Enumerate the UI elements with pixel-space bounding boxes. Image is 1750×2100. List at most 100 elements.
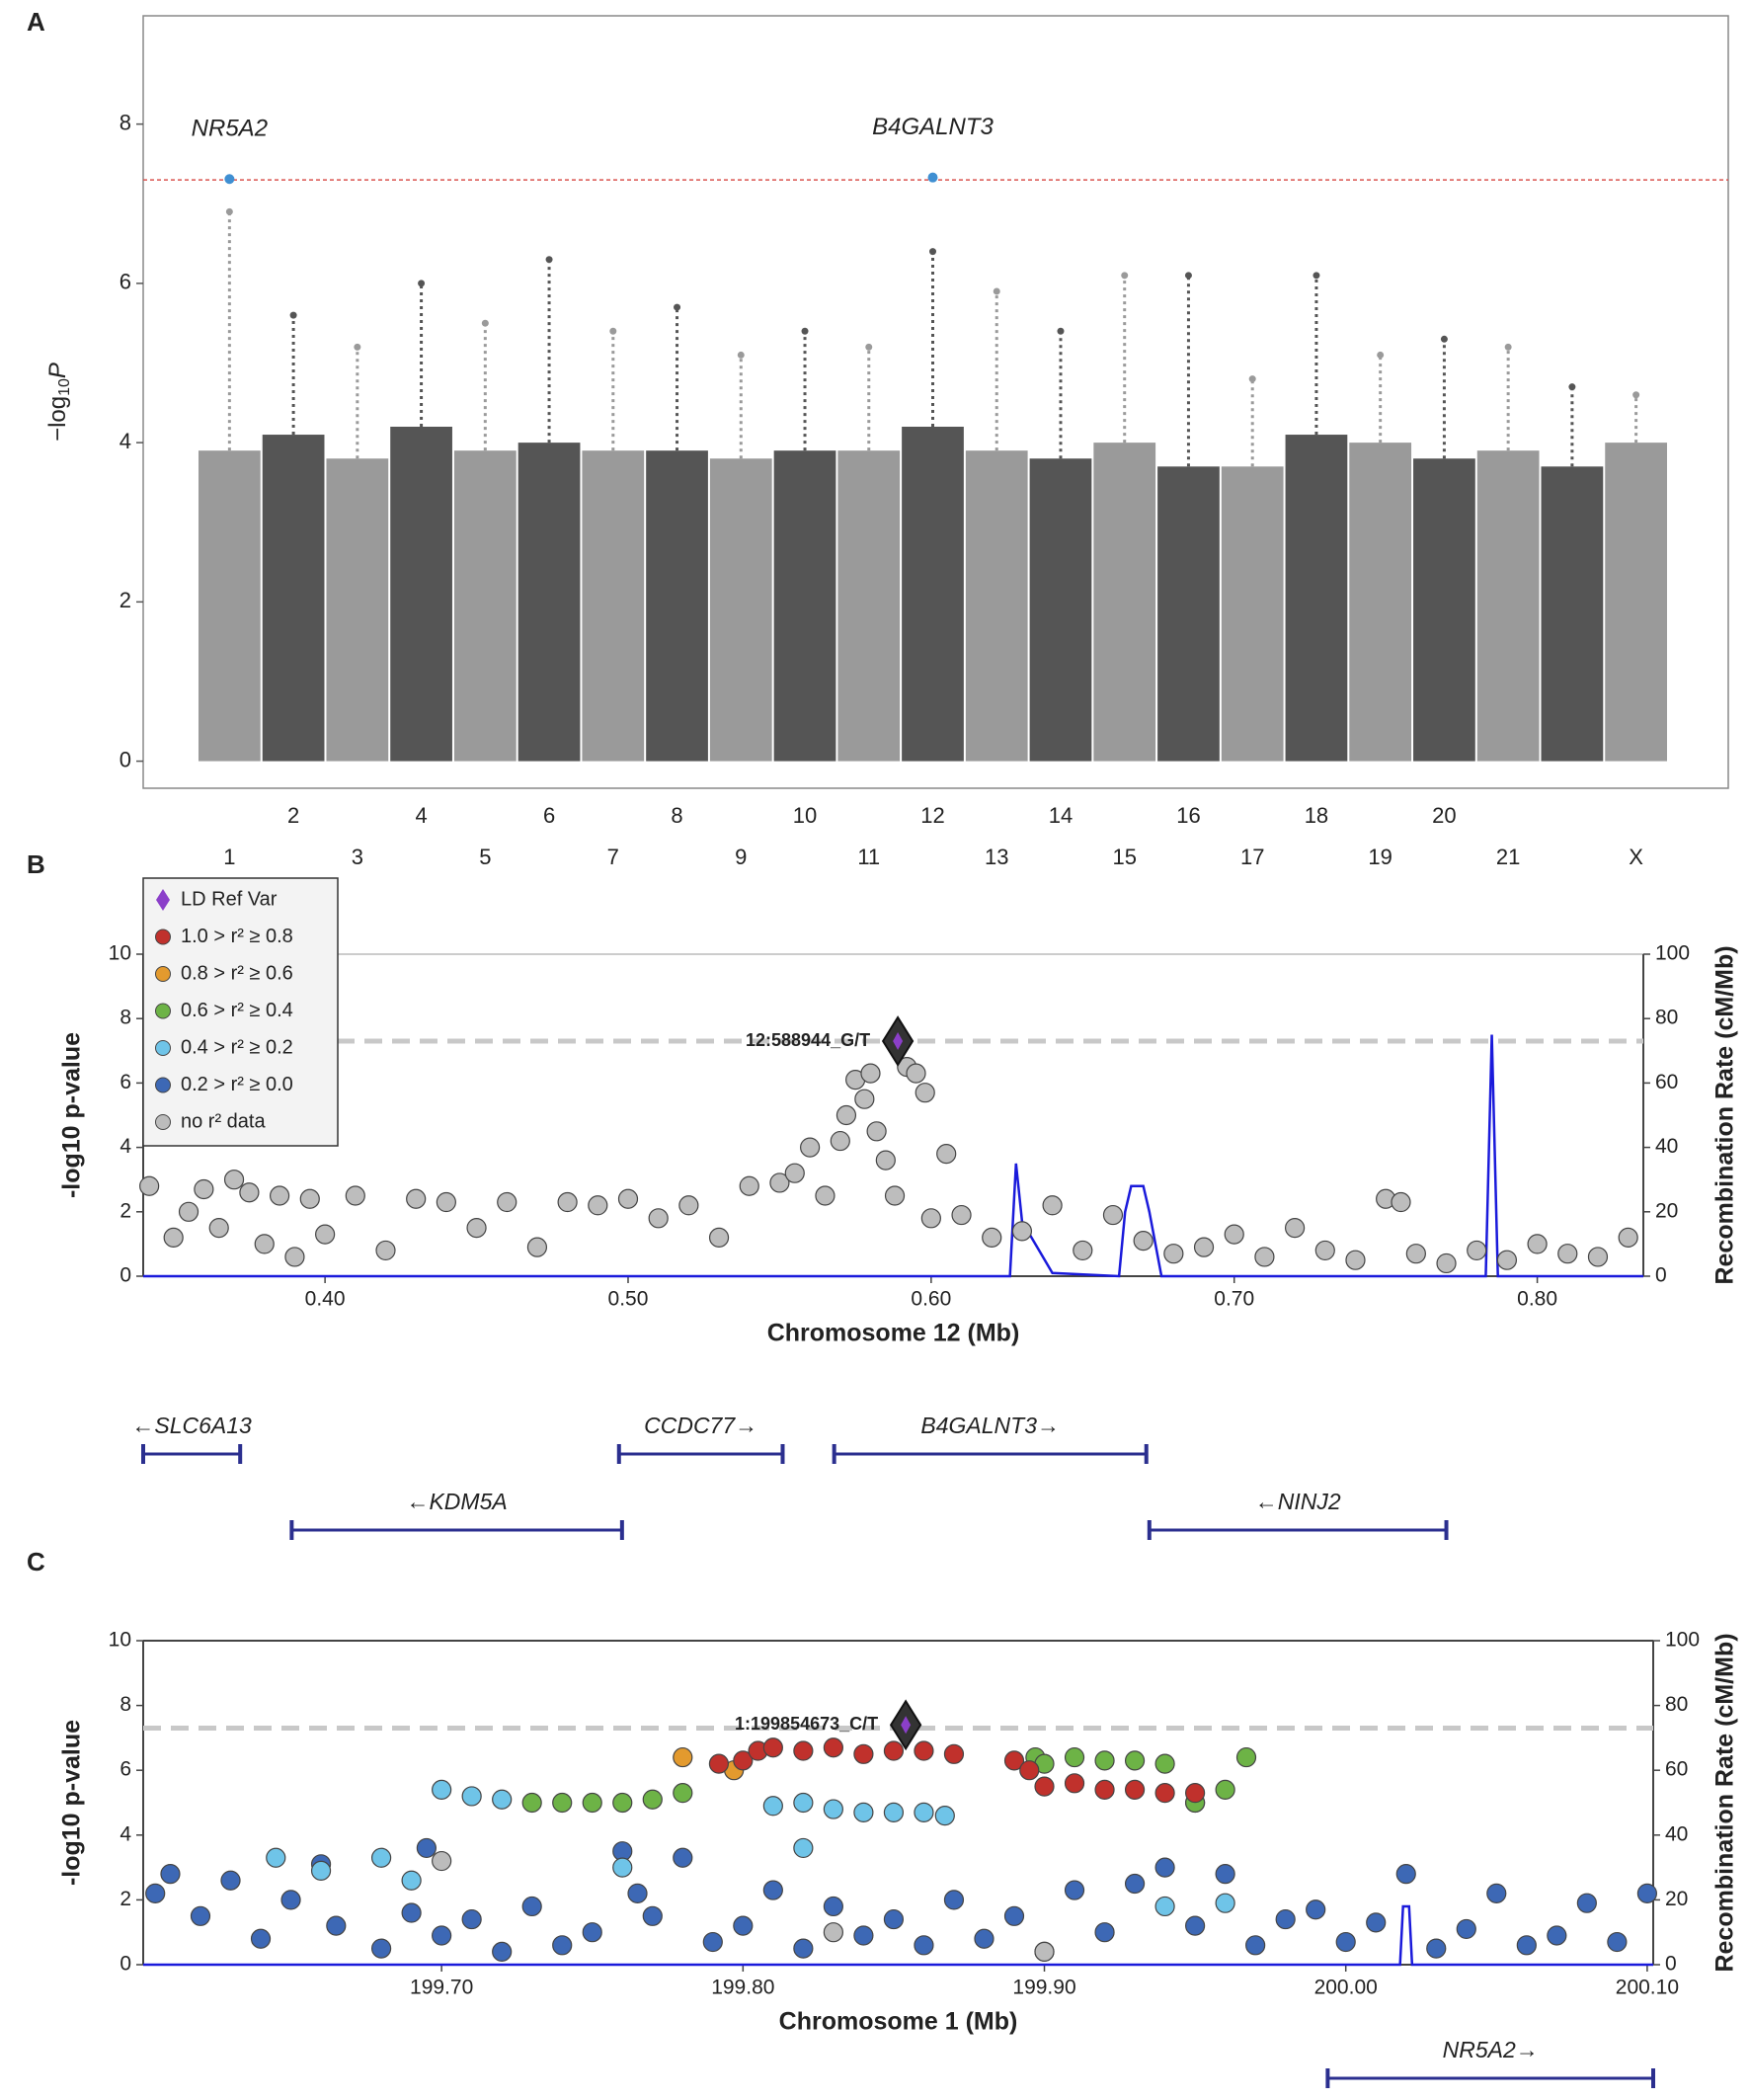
gene-label: CCDC77→ — [644, 1413, 757, 1438]
peak-point — [1632, 391, 1640, 399]
chromosome-label: 10 — [793, 803, 817, 828]
x-tick-label: 0.50 — [608, 1288, 649, 1311]
snp-point — [190, 1905, 211, 1926]
snp-point — [497, 1191, 517, 1213]
snp-point — [1636, 1883, 1657, 1903]
peak-point — [737, 351, 745, 359]
snp-point — [627, 1883, 648, 1903]
legend-label: 0.2 > r² ≥ 0.0 — [181, 1074, 293, 1095]
snp-point — [492, 1789, 513, 1810]
snp-point — [345, 1185, 365, 1206]
chromosome-band — [1157, 466, 1220, 762]
snp-point — [702, 1931, 723, 1953]
chromosome-band — [709, 458, 772, 762]
legend-label: 1.0 > r² ≥ 0.8 — [181, 926, 293, 947]
x-axis-label: Chromosome 1 (Mb) — [779, 2008, 1018, 2036]
snp-point — [220, 1870, 241, 1891]
snp-point — [648, 1208, 669, 1229]
snp-point — [1345, 1250, 1366, 1270]
snp-point — [1335, 1931, 1356, 1953]
lead-variant-core — [901, 1716, 912, 1735]
snp-point — [1154, 1783, 1175, 1804]
y-axis-label-main: −log — [44, 396, 71, 442]
peak-point — [354, 343, 361, 351]
peak-point — [1248, 375, 1256, 383]
snp-point — [708, 1227, 730, 1248]
legend-symbol — [155, 1077, 171, 1093]
snp-point — [1254, 1247, 1275, 1267]
snp-point — [310, 1860, 332, 1881]
snp-point — [588, 1195, 608, 1216]
snp-point — [1042, 1195, 1063, 1216]
snp-point — [1366, 1912, 1387, 1933]
snp-point — [943, 1890, 965, 1910]
snp-point — [769, 1172, 790, 1193]
peak-point — [1184, 272, 1192, 280]
snp-point — [853, 1802, 874, 1822]
snp-point — [915, 1083, 935, 1103]
y2-tick-label: 100 — [1665, 1629, 1700, 1652]
y2-tick-label: 0 — [1665, 1953, 1677, 1976]
x-tick-label: 200.10 — [1616, 1977, 1679, 1999]
chromosome-label: 15 — [1112, 845, 1136, 869]
peak-point — [289, 311, 297, 319]
snp-point — [883, 1802, 905, 1822]
snp-point — [823, 1737, 843, 1758]
snp-point — [884, 1185, 906, 1206]
chromosome-band — [837, 450, 901, 762]
chromosome-band — [390, 426, 452, 762]
snp-point — [1426, 1938, 1447, 1959]
lead-variant-label: 12:588944_G/T — [746, 1030, 870, 1050]
gene-label: B4GALNT3→ — [920, 1413, 1060, 1438]
peak-point — [1440, 335, 1448, 343]
gene-label: ←NINJ2 — [1255, 1489, 1341, 1514]
snp-point — [145, 1883, 166, 1903]
snp-point — [436, 1191, 456, 1213]
snp-point — [461, 1786, 482, 1807]
snp-point — [823, 1799, 843, 1819]
y-tick-label: 6 — [119, 1071, 131, 1093]
legend-label: 0.8 > r² ≥ 0.6 — [181, 962, 293, 984]
legend-symbol — [155, 929, 171, 945]
chromosome-label: 6 — [543, 803, 555, 828]
chromosome-label: 19 — [1368, 845, 1392, 869]
snp-point — [1516, 1935, 1537, 1956]
x-tick-label: 200.00 — [1314, 1977, 1378, 1999]
snp-point — [208, 1217, 229, 1239]
legend-symbol — [155, 1040, 171, 1056]
hit-gene-label: NR5A2 — [192, 116, 268, 142]
snp-point — [708, 1753, 730, 1774]
chromosome-band — [773, 450, 836, 762]
chromosome-label: 11 — [857, 845, 880, 869]
snp-point — [1436, 1252, 1457, 1274]
snp-point — [883, 1908, 905, 1930]
snp-point — [866, 1121, 887, 1142]
snp-point — [280, 1890, 301, 1910]
gene-label: ←KDM5A — [406, 1489, 507, 1514]
chromosome-band — [453, 450, 517, 762]
snp-point — [793, 1837, 814, 1859]
chromosome-band — [965, 450, 1028, 762]
snp-point — [1235, 1746, 1257, 1768]
snp-point — [401, 1870, 422, 1891]
y2-tick-label: 40 — [1655, 1135, 1678, 1158]
snp-point — [163, 1227, 184, 1248]
snp-point — [1124, 1873, 1146, 1895]
y-tick-label: 4 — [119, 1135, 131, 1158]
snp-point — [678, 1195, 699, 1216]
x-tick-label: 199.80 — [711, 1977, 774, 1999]
chromosome-label: 14 — [1049, 803, 1073, 828]
panel-label: B — [27, 849, 45, 879]
peak-point — [801, 327, 809, 335]
hit-point — [224, 174, 235, 185]
peak-point — [1312, 272, 1320, 280]
snp-point — [642, 1789, 663, 1810]
peak-point — [993, 287, 1000, 295]
chromosome-label: 8 — [671, 803, 682, 828]
y-tick-label: 4 — [119, 1822, 131, 1845]
snp-point — [160, 1864, 181, 1885]
snp-point — [982, 1227, 1002, 1248]
snp-point — [854, 1089, 875, 1109]
chromosome-label: 13 — [985, 845, 1008, 869]
